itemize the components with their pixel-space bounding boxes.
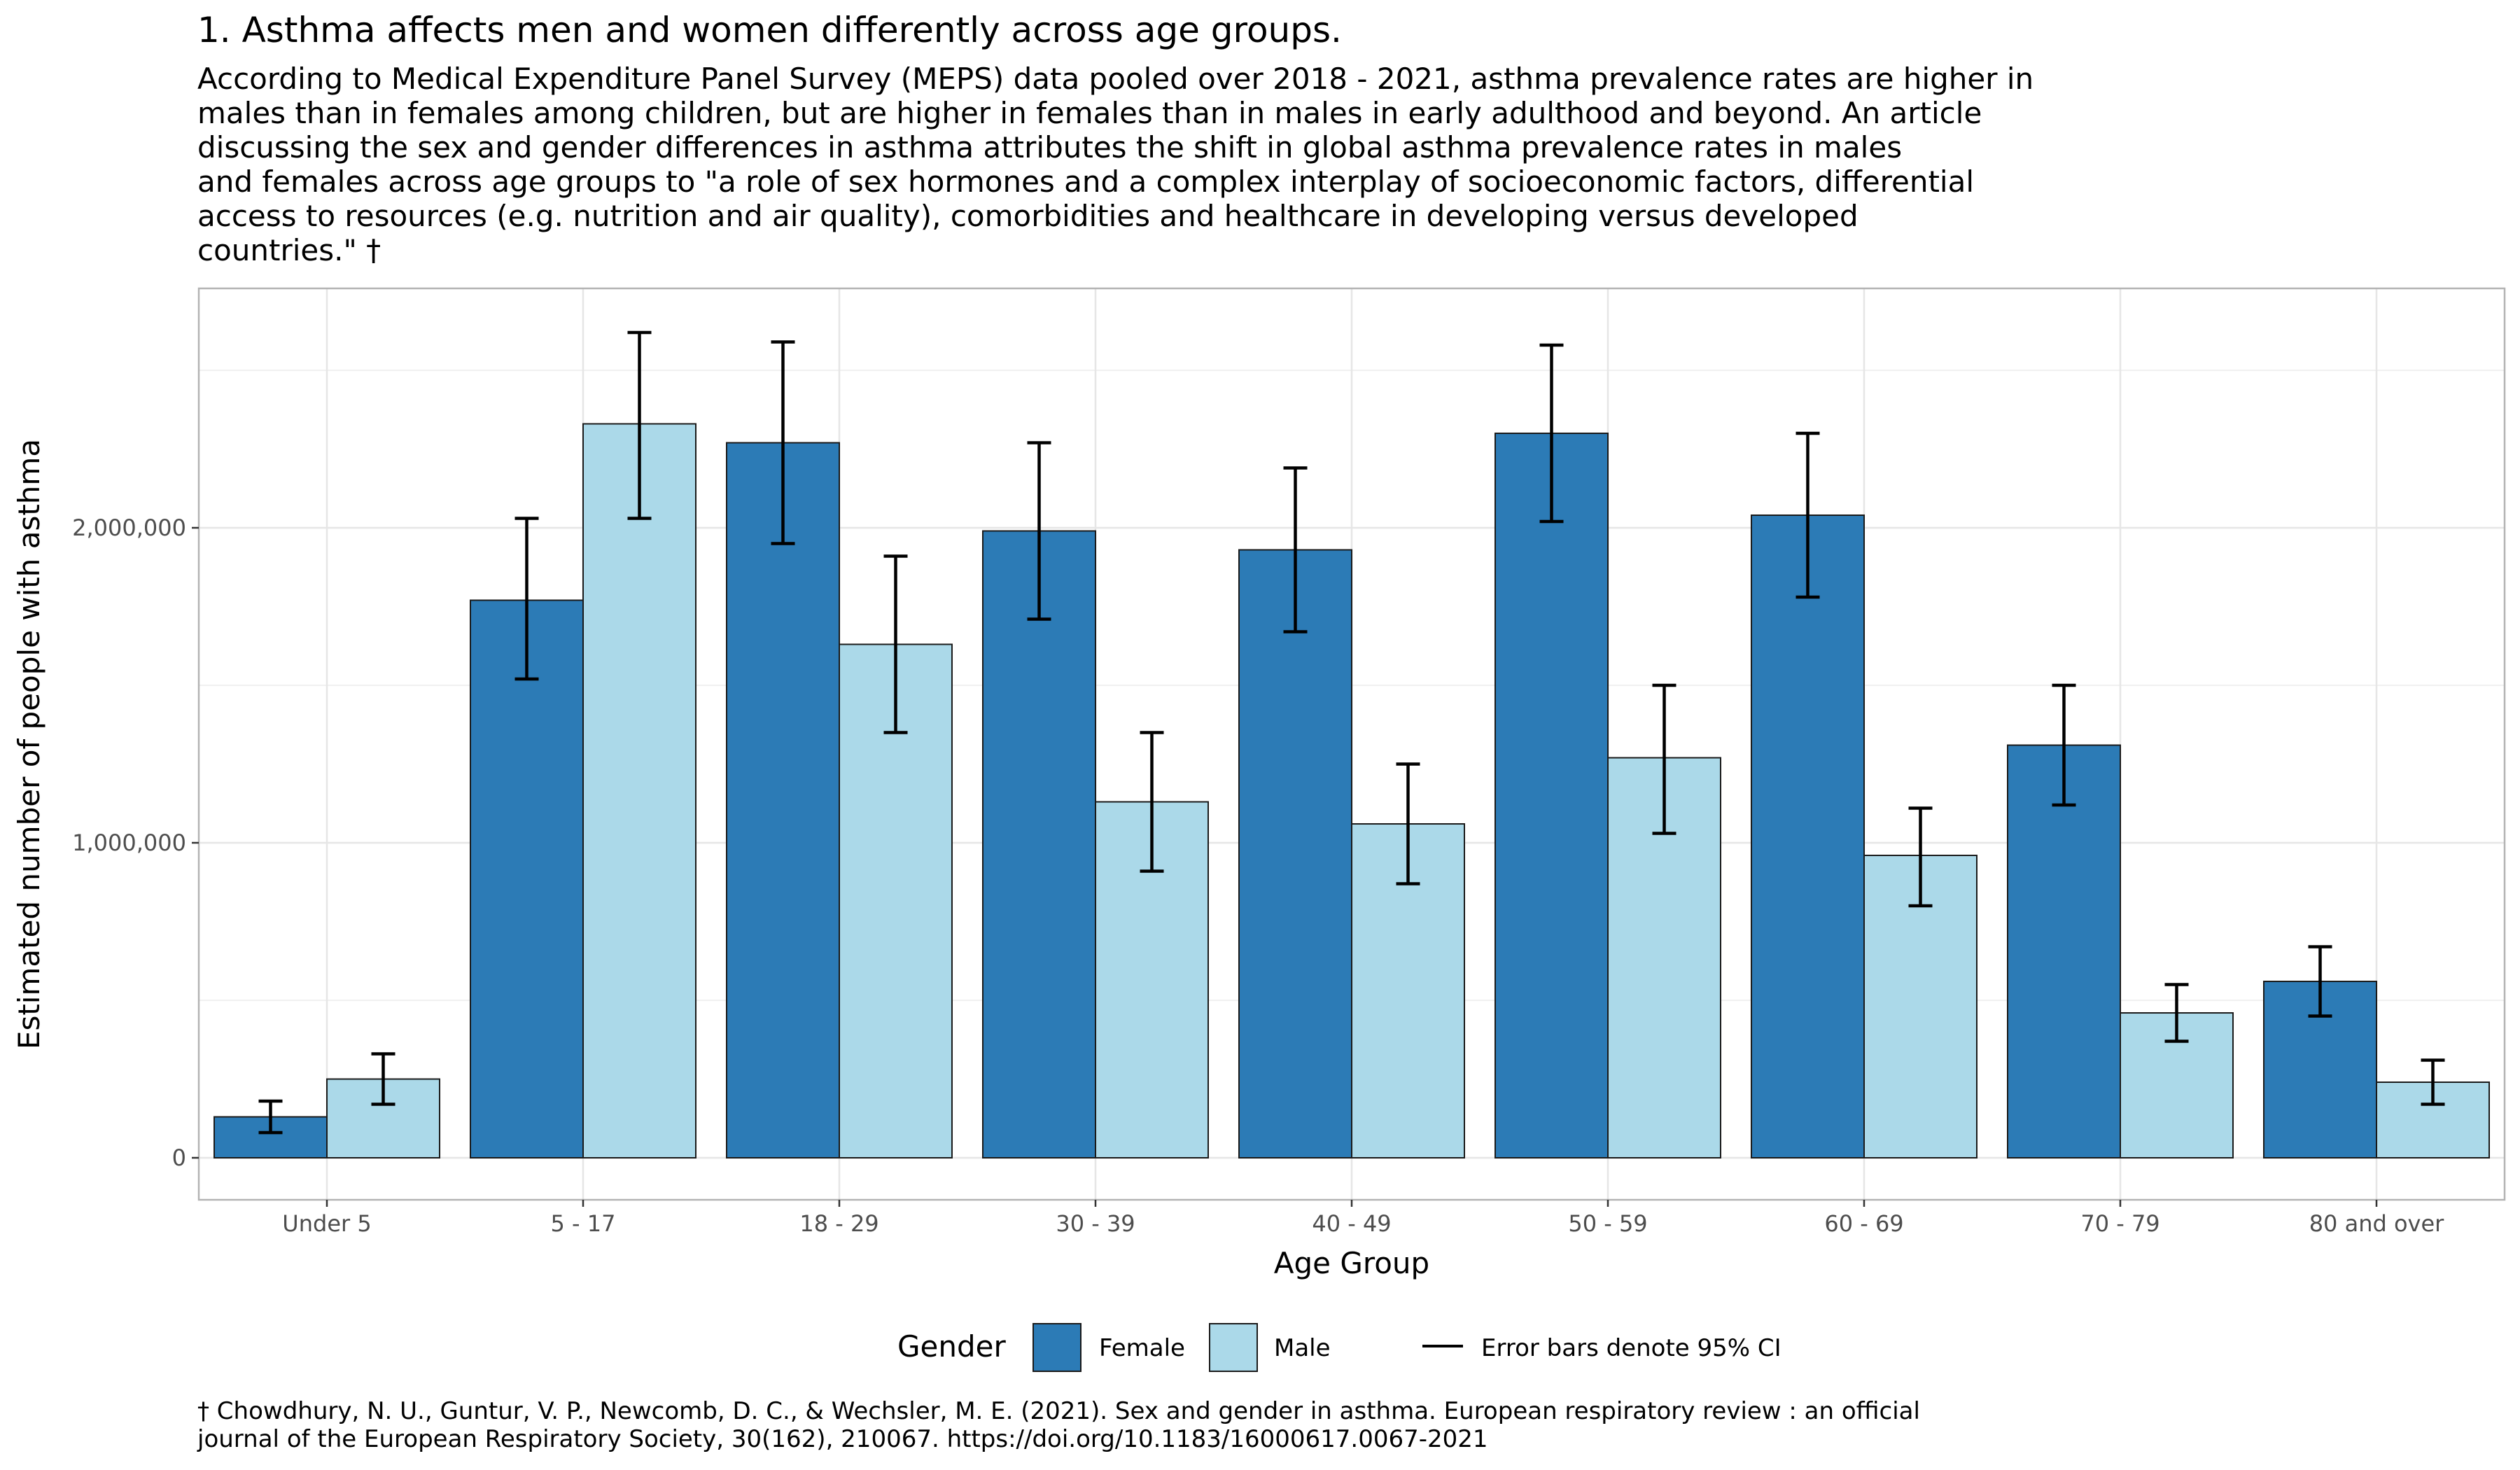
caption-line: journal of the European Respiratory Soci… — [197, 1425, 1488, 1453]
x-tick-label: 5 - 17 — [551, 1210, 616, 1237]
y-tick-label: 2,000,000 — [72, 514, 186, 541]
legend-swatch-male — [1209, 1323, 1258, 1372]
error-bar-female — [2052, 683, 2076, 807]
error-bar-female — [771, 340, 795, 545]
x-tick-label: 80 and over — [2309, 1210, 2444, 1237]
error-bar-male — [1908, 806, 1933, 908]
subtitle-line: and females across age groups to "a role… — [197, 164, 1975, 199]
error-bar-female — [1283, 466, 1308, 634]
error-bar-male — [627, 330, 652, 520]
chart-subtitle: According to Medical Expenditure Panel S… — [197, 62, 2402, 267]
error-bar-female — [1539, 343, 1564, 524]
chart-caption: † Chowdhury, N. U., Guntur, V. P., Newco… — [197, 1397, 1920, 1453]
legend-error-label: Error bars denote 95% CI — [1481, 1334, 1782, 1362]
bar-male — [582, 423, 696, 1158]
error-bar-male — [2421, 1058, 2445, 1106]
error-bar-male — [371, 1052, 396, 1106]
error-bar-female — [1795, 431, 1820, 599]
bar-female — [470, 599, 584, 1158]
x-tick-label: 30 - 39 — [1056, 1210, 1135, 1237]
error-bar-male — [1652, 683, 1676, 835]
legend-swatch-female — [1032, 1323, 1082, 1372]
x-tick-label: 18 - 29 — [799, 1210, 878, 1237]
error-bar-female — [258, 1099, 283, 1135]
y-tick-label: 0 — [172, 1144, 186, 1171]
x-axis-ticks: Under 5 5 - 17 18 - 29 30 - 39 40 - 49 50 - 5… — [282, 1200, 2444, 1237]
caption-line: † Chowdhury, N. U., Guntur, V. P., Newco… — [197, 1397, 1920, 1425]
subtitle-line: According to Medical Expenditure Panel S… — [197, 62, 2034, 96]
bar-female — [726, 442, 840, 1158]
error-bar-male — [2164, 983, 2189, 1043]
legend: Gender Female Male Error bars denote 95%… — [897, 1323, 1782, 1372]
bar-female — [1494, 433, 1609, 1158]
subtitle-line: males than in females among children, bu… — [197, 96, 1982, 130]
error-bar-male — [1140, 731, 1164, 873]
bar-female — [1238, 549, 1352, 1158]
chart-title: 1. Asthma affects men and women differen… — [197, 10, 1342, 50]
subtitle-line: access to resources (e.g. nutrition and … — [197, 199, 1858, 233]
legend-label-male: Male — [1274, 1334, 1331, 1362]
legend-label-female: Female — [1099, 1334, 1185, 1362]
error-bar-female — [1027, 441, 1051, 621]
legend-title: Gender — [897, 1329, 1007, 1364]
error-bars — [258, 330, 2445, 1135]
x-tick-label: 70 - 79 — [2080, 1210, 2160, 1237]
error-bar-male — [1396, 762, 1420, 886]
x-tick-label: 50 - 59 — [1568, 1210, 1647, 1237]
error-bar-female — [2308, 945, 2332, 1018]
bar-female — [2007, 744, 2121, 1158]
bars — [214, 423, 2490, 1158]
y-tick-label: 1,000,000 — [72, 830, 186, 856]
y-axis-title: Estimated number of people with asthma — [12, 439, 46, 1049]
subtitle-line: countries." † — [197, 233, 382, 267]
bar-female — [982, 530, 1096, 1158]
y-axis-ticks: 0 1,000,000 2,000,000 — [72, 514, 199, 1171]
x-tick-label: 40 - 49 — [1312, 1210, 1391, 1237]
error-bar-female — [514, 517, 539, 681]
x-axis-title: Age Group — [1274, 1246, 1429, 1280]
x-tick-label: 60 - 69 — [1824, 1210, 1903, 1237]
bar-female — [1751, 514, 1865, 1158]
x-tick-label: Under 5 — [282, 1210, 371, 1237]
subtitle-line: discussing the sex and gender difference… — [197, 130, 1903, 164]
error-bar-male — [883, 554, 908, 734]
